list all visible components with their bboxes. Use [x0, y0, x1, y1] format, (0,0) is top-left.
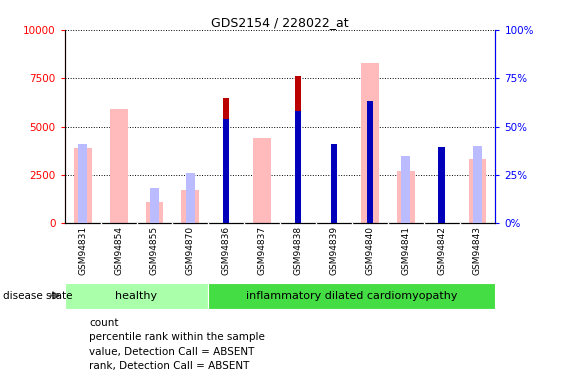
- Bar: [295, 76, 301, 223]
- Bar: [295, 111, 301, 223]
- Bar: [208, 283, 495, 309]
- Text: GSM94870: GSM94870: [186, 226, 195, 275]
- Text: value, Detection Call = ABSENT: value, Detection Call = ABSENT: [89, 347, 254, 357]
- Text: GSM94842: GSM94842: [437, 226, 446, 275]
- Bar: [330, 144, 337, 223]
- Bar: [397, 171, 415, 223]
- Text: rank, Detection Call = ABSENT: rank, Detection Call = ABSENT: [89, 361, 249, 371]
- Text: inflammatory dilated cardiomyopathy: inflammatory dilated cardiomyopathy: [246, 291, 458, 301]
- Bar: [74, 148, 92, 223]
- Text: GSM94839: GSM94839: [329, 226, 338, 275]
- Text: GSM94836: GSM94836: [222, 226, 231, 275]
- Bar: [401, 156, 410, 223]
- Text: GSM94831: GSM94831: [78, 226, 87, 275]
- Bar: [223, 98, 230, 223]
- Bar: [253, 138, 271, 223]
- Bar: [186, 173, 195, 223]
- Bar: [181, 190, 199, 223]
- Bar: [439, 161, 445, 223]
- Text: GSM94837: GSM94837: [258, 226, 267, 275]
- Bar: [330, 148, 337, 223]
- Text: GSM94838: GSM94838: [293, 226, 302, 275]
- Bar: [468, 159, 486, 223]
- Bar: [473, 146, 482, 223]
- Bar: [361, 63, 379, 223]
- Text: count: count: [89, 318, 118, 328]
- Bar: [145, 202, 163, 223]
- Bar: [110, 109, 128, 223]
- Text: GSM94843: GSM94843: [473, 226, 482, 275]
- Bar: [78, 144, 87, 223]
- Bar: [439, 147, 445, 223]
- Bar: [65, 283, 208, 309]
- Bar: [150, 188, 159, 223]
- Text: healthy: healthy: [115, 291, 158, 301]
- Bar: [223, 119, 230, 223]
- Text: GSM94841: GSM94841: [401, 226, 410, 275]
- Text: GSM94854: GSM94854: [114, 226, 123, 275]
- Text: GSM94840: GSM94840: [365, 226, 374, 275]
- Text: GSM94855: GSM94855: [150, 226, 159, 275]
- Bar: [367, 102, 373, 223]
- Text: disease state: disease state: [3, 291, 72, 301]
- Text: percentile rank within the sample: percentile rank within the sample: [89, 333, 265, 342]
- Title: GDS2154 / 228022_at: GDS2154 / 228022_at: [211, 16, 349, 29]
